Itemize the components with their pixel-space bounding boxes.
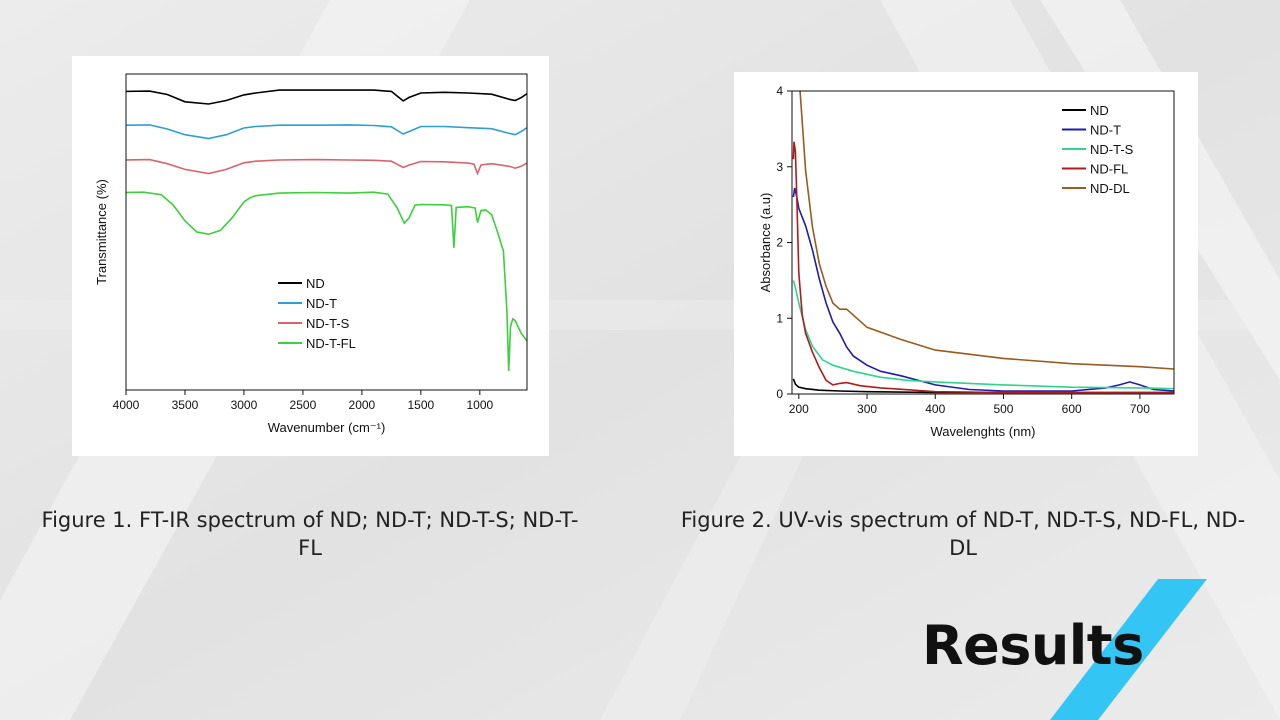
series-line-nd-t-s bbox=[792, 280, 1174, 390]
y-tick-label: 3 bbox=[776, 160, 783, 174]
ftir-chart-panel: 4000 3500 3000 2500 2000 1500 1000 Wavenumber (… bbox=[72, 56, 549, 456]
uv-vis-chart-panel: 200 300 400 500 600 700 0 1 2 3 4 Wavelenghts (nm) A… bbox=[734, 72, 1198, 456]
x-axis-label: Wavenumber (cm⁻¹) bbox=[268, 420, 386, 435]
x-tick-label: 400 bbox=[925, 402, 945, 416]
y-axis-label: Absorbance (a.u) bbox=[758, 193, 773, 293]
section-title: Results bbox=[922, 614, 1144, 677]
series-line-nd-t-fl bbox=[126, 191, 527, 372]
series-line-nd-t-s bbox=[126, 158, 527, 176]
x-tick-label: 2500 bbox=[290, 398, 317, 412]
x-tick-label: 4000 bbox=[113, 398, 140, 412]
uv-vis-chart: 200 300 400 500 600 700 0 1 2 3 4 Wavelenghts (nm) A… bbox=[758, 84, 1175, 439]
legend-label-nd-t: ND-T bbox=[1090, 123, 1121, 138]
y-tick-label: 2 bbox=[776, 236, 783, 250]
series-line-nd bbox=[126, 89, 527, 105]
series-line-nd-t bbox=[126, 124, 527, 140]
legend-label-nd-fl: ND-FL bbox=[1090, 162, 1128, 177]
series-line-nd-dl bbox=[799, 91, 1174, 370]
x-tick-label: 300 bbox=[857, 402, 877, 416]
x-tick-label: 500 bbox=[993, 402, 1013, 416]
x-axis-label: Wavelenghts (nm) bbox=[931, 424, 1036, 439]
legend-label-nd-dl: ND-DL bbox=[1090, 181, 1130, 196]
plot-frame bbox=[125, 73, 528, 391]
y-tick-label: 0 bbox=[776, 387, 783, 401]
legend-label-nd: ND bbox=[306, 276, 325, 291]
figure-2-caption: Figure 2. UV-vis spectrum of ND-T, ND-T-… bbox=[680, 508, 1246, 560]
ftir-chart: 4000 3500 3000 2500 2000 1500 1000 Wavenumber (… bbox=[94, 73, 528, 435]
x-tick-label: 1000 bbox=[466, 398, 493, 412]
x-tick-label: 700 bbox=[1130, 402, 1150, 416]
legend-label-nd-t-s: ND-T-S bbox=[1090, 142, 1134, 157]
series-line-nd-t bbox=[792, 187, 1174, 392]
x-tick-label: 200 bbox=[789, 402, 809, 416]
x-tick-label: 1500 bbox=[408, 398, 435, 412]
y-tick-label: 1 bbox=[776, 311, 783, 325]
y-tick-label: 4 bbox=[776, 84, 783, 98]
legend-label-nd-t-fl: ND-T-FL bbox=[306, 336, 356, 351]
figure-1-caption: Figure 1. FT-IR spectrum of ND; ND-T; ND… bbox=[41, 508, 579, 560]
legend-label-nd-t-s: ND-T-S bbox=[306, 316, 350, 331]
x-tick-label: 600 bbox=[1062, 402, 1082, 416]
x-tick-label: 3500 bbox=[172, 398, 199, 412]
x-tick-label: 3000 bbox=[231, 398, 258, 412]
legend-label-nd: ND bbox=[1090, 103, 1109, 118]
series-line-nd-fl bbox=[792, 141, 1174, 394]
legend-label-nd-t: ND-T bbox=[306, 296, 337, 311]
x-tick-label: 2000 bbox=[349, 398, 376, 412]
y-axis-label: Transmittance (%) bbox=[94, 179, 109, 285]
